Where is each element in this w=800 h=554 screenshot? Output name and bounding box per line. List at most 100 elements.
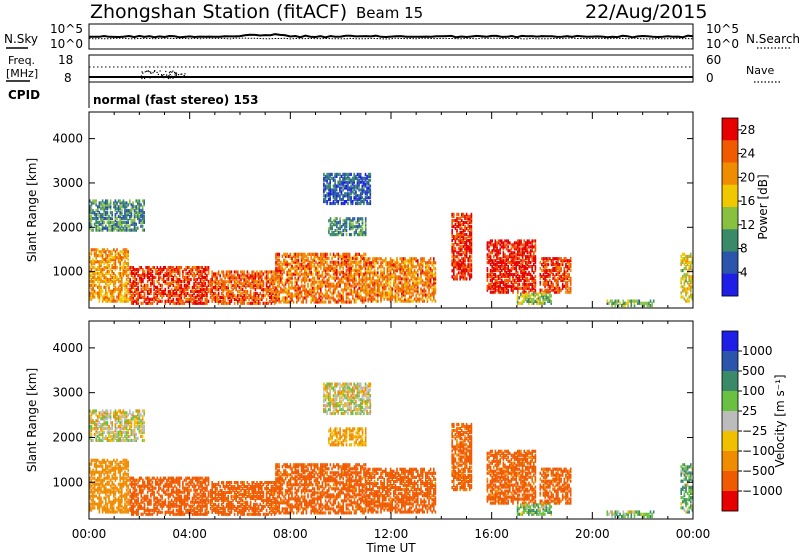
- power-cell: [142, 295, 144, 299]
- power-cell: [310, 278, 312, 282]
- power-cell: [101, 220, 104, 224]
- power-cell: [469, 245, 471, 249]
- power-cell: [401, 257, 403, 261]
- power-cell: [135, 277, 138, 282]
- power-cell: [310, 298, 312, 302]
- power-cell: [378, 291, 381, 295]
- power-cell: [533, 253, 535, 257]
- power-cell: [89, 266, 91, 270]
- power-cell: [350, 227, 353, 231]
- power-cell: [324, 194, 327, 198]
- power-cell: [180, 283, 183, 287]
- power-cell: [140, 277, 143, 282]
- power-cell: [453, 237, 455, 241]
- power-cell: [685, 279, 687, 283]
- power-cell: [534, 280, 537, 284]
- power-cell: [328, 268, 330, 272]
- power-cell: [680, 285, 682, 289]
- power-cell: [286, 262, 288, 266]
- power-cell: [89, 205, 91, 209]
- power-cell: [315, 280, 317, 284]
- power-cell: [297, 260, 300, 264]
- power-cell: [497, 249, 500, 253]
- power-cell: [135, 291, 138, 295]
- power-cell: [407, 273, 409, 277]
- power-cell: [507, 259, 509, 263]
- power-cell: [238, 286, 241, 290]
- power-cell: [132, 228, 134, 232]
- power-cell: [356, 198, 359, 202]
- power-cell: [536, 298, 538, 302]
- power-cell: [158, 299, 160, 303]
- power-cell: [337, 184, 339, 188]
- power-cell: [510, 280, 513, 284]
- power-cell: [300, 272, 303, 276]
- power-cell: [428, 289, 430, 293]
- power-cell: [265, 286, 268, 290]
- power-cell: [534, 299, 536, 303]
- power-cell: [412, 287, 414, 291]
- power-cell: [225, 280, 228, 284]
- power-cell: [565, 276, 567, 280]
- power-cell: [353, 254, 356, 258]
- power-cell: [386, 283, 389, 287]
- power-cell: [457, 239, 460, 243]
- power-cell: [359, 192, 362, 196]
- power-cell: [488, 249, 490, 253]
- power-cell: [367, 289, 369, 293]
- power-cell: [191, 273, 194, 278]
- power-cell: [191, 270, 194, 274]
- power-cell: [348, 300, 351, 304]
- power-cell: [397, 277, 400, 281]
- power-cell: [457, 247, 460, 251]
- power-cell: [207, 268, 210, 272]
- power-cell: [486, 243, 489, 247]
- power-cell: [206, 285, 208, 289]
- power-cell: [100, 207, 102, 211]
- power-cell: [143, 271, 146, 276]
- power-cell: [297, 276, 300, 280]
- power-cell: [321, 270, 324, 274]
- power-cell: [542, 296, 544, 300]
- nave-dip-point: [163, 74, 165, 76]
- power-cell: [350, 172, 352, 176]
- power-cell: [111, 220, 113, 224]
- power-cell: [372, 275, 374, 279]
- power-cell: [216, 288, 218, 292]
- power-cell: [348, 254, 351, 258]
- power-cell: [560, 267, 562, 271]
- power-cell: [353, 176, 355, 180]
- power-cell: [100, 285, 102, 289]
- power-cell: [164, 271, 167, 276]
- power-cell: [377, 257, 379, 261]
- power-cell: [467, 224, 469, 229]
- power-cell: [135, 271, 138, 276]
- power-cell: [358, 274, 360, 278]
- power-cell: [253, 282, 255, 286]
- power-cell: [561, 259, 564, 263]
- power-cell: [545, 288, 548, 292]
- power-cell: [531, 259, 533, 263]
- power-cell: [92, 279, 94, 283]
- power-cell: [261, 284, 263, 288]
- power-cell: [454, 261, 457, 265]
- power-cell: [254, 284, 257, 288]
- power-cell: [364, 172, 367, 176]
- power-cell: [531, 298, 533, 302]
- power-cell: [185, 287, 187, 291]
- power-cell: [541, 274, 543, 278]
- power-cell: [329, 180, 331, 184]
- power-cell: [399, 281, 401, 285]
- power-cell: [178, 277, 181, 282]
- power-cell: [121, 258, 123, 262]
- power-cell: [348, 192, 351, 196]
- nave-dip-point: [154, 70, 156, 72]
- power-cell: [489, 268, 492, 273]
- power-cell: [391, 275, 393, 279]
- power-cell: [568, 261, 570, 265]
- power-cell: [182, 287, 184, 291]
- power-cell: [109, 258, 112, 262]
- power-cell: [211, 290, 213, 294]
- power-cell: [425, 271, 427, 275]
- power-cell: [464, 275, 466, 279]
